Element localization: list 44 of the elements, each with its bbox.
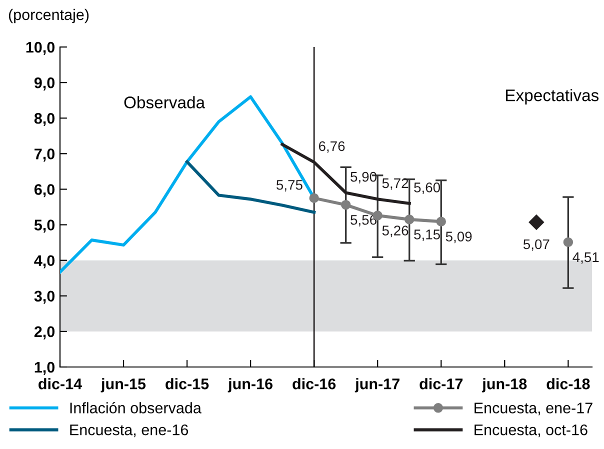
y-tick-label: 7,0 (34, 148, 55, 162)
y-tick-label: 5,0 (34, 220, 55, 233)
data-label: 5,07 (523, 239, 550, 251)
data-label: 5,75 (276, 180, 302, 192)
x-tick-label: dic-14 (38, 378, 82, 390)
line-series (186, 160, 316, 214)
data-label: 5,26 (382, 226, 408, 238)
data-label: 6,76 (318, 141, 345, 153)
x-tick-label: dic-16 (292, 378, 336, 390)
annotation: Observada (124, 96, 206, 108)
data-label: 5,72 (382, 178, 408, 190)
data-label: 5,09 (446, 232, 472, 244)
data-label: 5,60 (414, 182, 440, 194)
data-label: 5,15 (414, 230, 440, 242)
y-tick-label: 3,0 (34, 290, 55, 304)
y-tick-label: 1,0 (34, 362, 55, 375)
y-tick-label: 2,0 (34, 326, 55, 340)
y-tick-label: 9,0 (34, 77, 55, 90)
x-tick-label: dic-15 (166, 378, 209, 390)
x-tick-label: jun-15 (100, 378, 146, 392)
x-tick-label: dic-17 (420, 378, 463, 390)
point (528, 214, 544, 230)
point (404, 214, 414, 224)
y-tick-label: 4,0 (34, 255, 55, 268)
annotation: Expectativas (506, 89, 599, 105)
y-tick-label: 8,0 (34, 112, 55, 126)
data-label: 5,90 (350, 172, 377, 184)
point (436, 216, 446, 226)
x-tick-label: jun-17 (354, 378, 400, 392)
x-tick-label: jun-18 (482, 378, 527, 392)
data-label: 4,51 (572, 252, 599, 264)
legend-label: Encuesta, oct-16 (474, 424, 588, 438)
x-tick-label: dic-18 (546, 378, 590, 390)
y-tick-label: 6,0 (34, 184, 55, 198)
legend-label: Encuesta, ene-16 (70, 424, 188, 438)
point (309, 193, 319, 203)
y-axis-title: (porcentaje) (8, 8, 89, 24)
legend-label: Inflación observada (70, 402, 202, 414)
point (563, 237, 574, 248)
legend-label: Encuesta, ene-17 (474, 402, 592, 416)
y-tick-label: 10,0 (26, 42, 55, 55)
point (340, 200, 351, 210)
x-tick-label: jun-16 (228, 378, 273, 392)
data-label: 5,56 (350, 214, 376, 226)
